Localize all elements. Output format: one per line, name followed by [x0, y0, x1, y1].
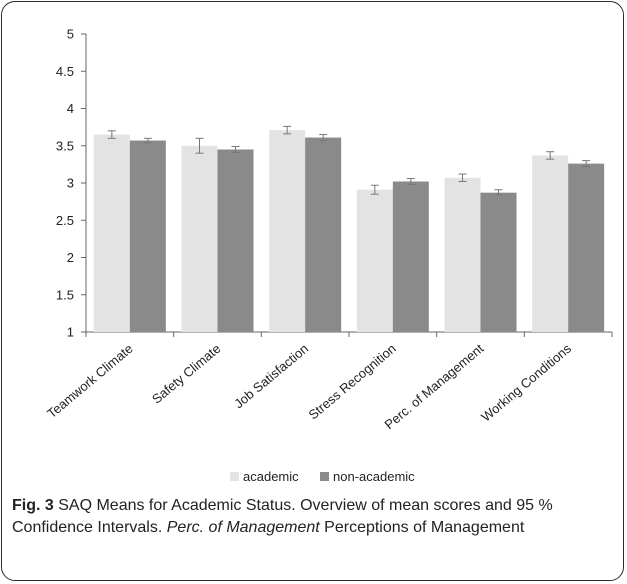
bar-non-academic: [568, 163, 605, 332]
x-category-label: Perc. of Management: [382, 341, 487, 433]
bar-non-academic: [305, 137, 342, 332]
y-tick-label: 2: [67, 250, 74, 265]
x-category-label: Working Conditions: [478, 340, 574, 424]
y-tick-label: 5: [67, 27, 74, 42]
y-tick-label: 3.5: [56, 138, 74, 153]
legend-swatch-non-academic: [320, 472, 329, 481]
legend-label-academic: academic: [243, 469, 299, 484]
x-category-label: Teamwork Climate: [44, 341, 136, 421]
bar-non-academic: [129, 140, 166, 332]
y-tick-label: 4.5: [56, 64, 74, 79]
bar-non-academic: [217, 149, 254, 332]
legend-label-non-academic: non-academic: [333, 469, 415, 484]
y-tick-label: 1: [67, 325, 74, 340]
caption-abbreviation-definition: Perceptions of Management: [319, 519, 525, 536]
chart-bars: [93, 125, 605, 332]
bar-academic: [93, 134, 130, 332]
bar-non-academic: [392, 181, 429, 332]
x-category-label: Stress Recognition: [306, 341, 399, 423]
y-tick-label: 1.5: [56, 287, 74, 302]
bar-academic: [532, 155, 569, 332]
caption-title: SAQ Means for Academic Status. Overview …: [12, 497, 553, 536]
x-category-label: Job Satisfaction: [231, 341, 311, 411]
bar-academic: [356, 189, 393, 332]
y-tick-label: 4: [67, 101, 74, 116]
bar-academic: [444, 177, 481, 332]
caption-abbreviation: Perc. of Management: [166, 519, 320, 536]
y-tick-label: 2.5: [56, 213, 74, 228]
bar-non-academic: [480, 192, 517, 332]
bar-chart: 1 1.5 2 2.5 3 3.5 4 4.5 5 Teamwork Climate Safety…: [44, 27, 613, 484]
legend-swatch-academic: [230, 472, 239, 481]
chart-legend: academic non-academic: [230, 469, 415, 484]
figure-label: Fig. 3: [12, 497, 54, 514]
y-tick-label: 3: [67, 176, 74, 191]
figure-caption: Fig. 3 SAQ Means for Academic Status. Ov…: [12, 495, 612, 539]
x-category-label: Safety Climate: [149, 341, 223, 407]
bar-academic: [269, 130, 306, 332]
chart-axes: 1 1.5 2 2.5 3 3.5 4 4.5 5: [56, 27, 613, 340]
chart-labels: Teamwork Climate Safety Climate Job Satisf…: [44, 340, 574, 432]
bar-academic: [181, 145, 218, 332]
